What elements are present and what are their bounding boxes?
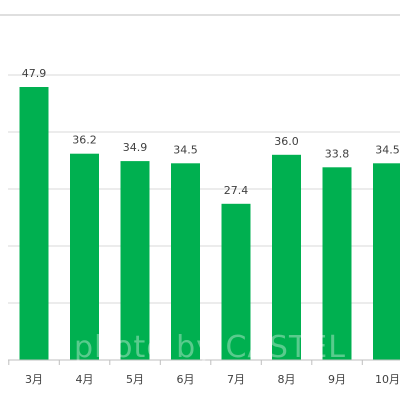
bar — [322, 167, 352, 360]
x-tick-label: 7月 — [227, 373, 245, 386]
bar — [171, 163, 200, 360]
x-tick-label: 10月 — [375, 373, 400, 386]
bar — [272, 154, 301, 360]
bar — [120, 161, 150, 360]
bars — [19, 87, 400, 360]
axes — [0, 14, 400, 365]
bar — [373, 163, 400, 360]
value-labels: 47.9 36.2 34.9 34.5 27.4 36.0 33.8 34.5 — [22, 67, 400, 197]
x-tick-label: 6月 — [177, 373, 195, 386]
x-tick-label: 9月 — [328, 373, 346, 386]
bar-value-label: 36.2 — [72, 134, 97, 147]
bar-value-label: 34.5 — [173, 143, 198, 156]
bar — [70, 153, 99, 360]
tick-labels: 3月 4月 5月 6月 7月 8月 9月 10月 — [25, 373, 400, 386]
bar-value-label: 47.9 — [22, 67, 47, 80]
bar-value-label: 36.0 — [274, 135, 299, 148]
bar — [221, 203, 251, 360]
bar-value-label: 34.5 — [375, 143, 400, 156]
x-tick-label: 4月 — [76, 373, 94, 386]
bar-value-label: 34.9 — [123, 141, 148, 154]
watermark-text: photo by CASTEL — [74, 330, 346, 365]
bar-value-label: 33.8 — [325, 147, 350, 160]
x-tick-label: 8月 — [278, 373, 296, 386]
bar — [19, 87, 49, 360]
x-tick-label: 5月 — [126, 373, 144, 386]
x-tick-label: 3月 — [25, 373, 43, 386]
bar-value-label: 27.4 — [224, 184, 249, 197]
